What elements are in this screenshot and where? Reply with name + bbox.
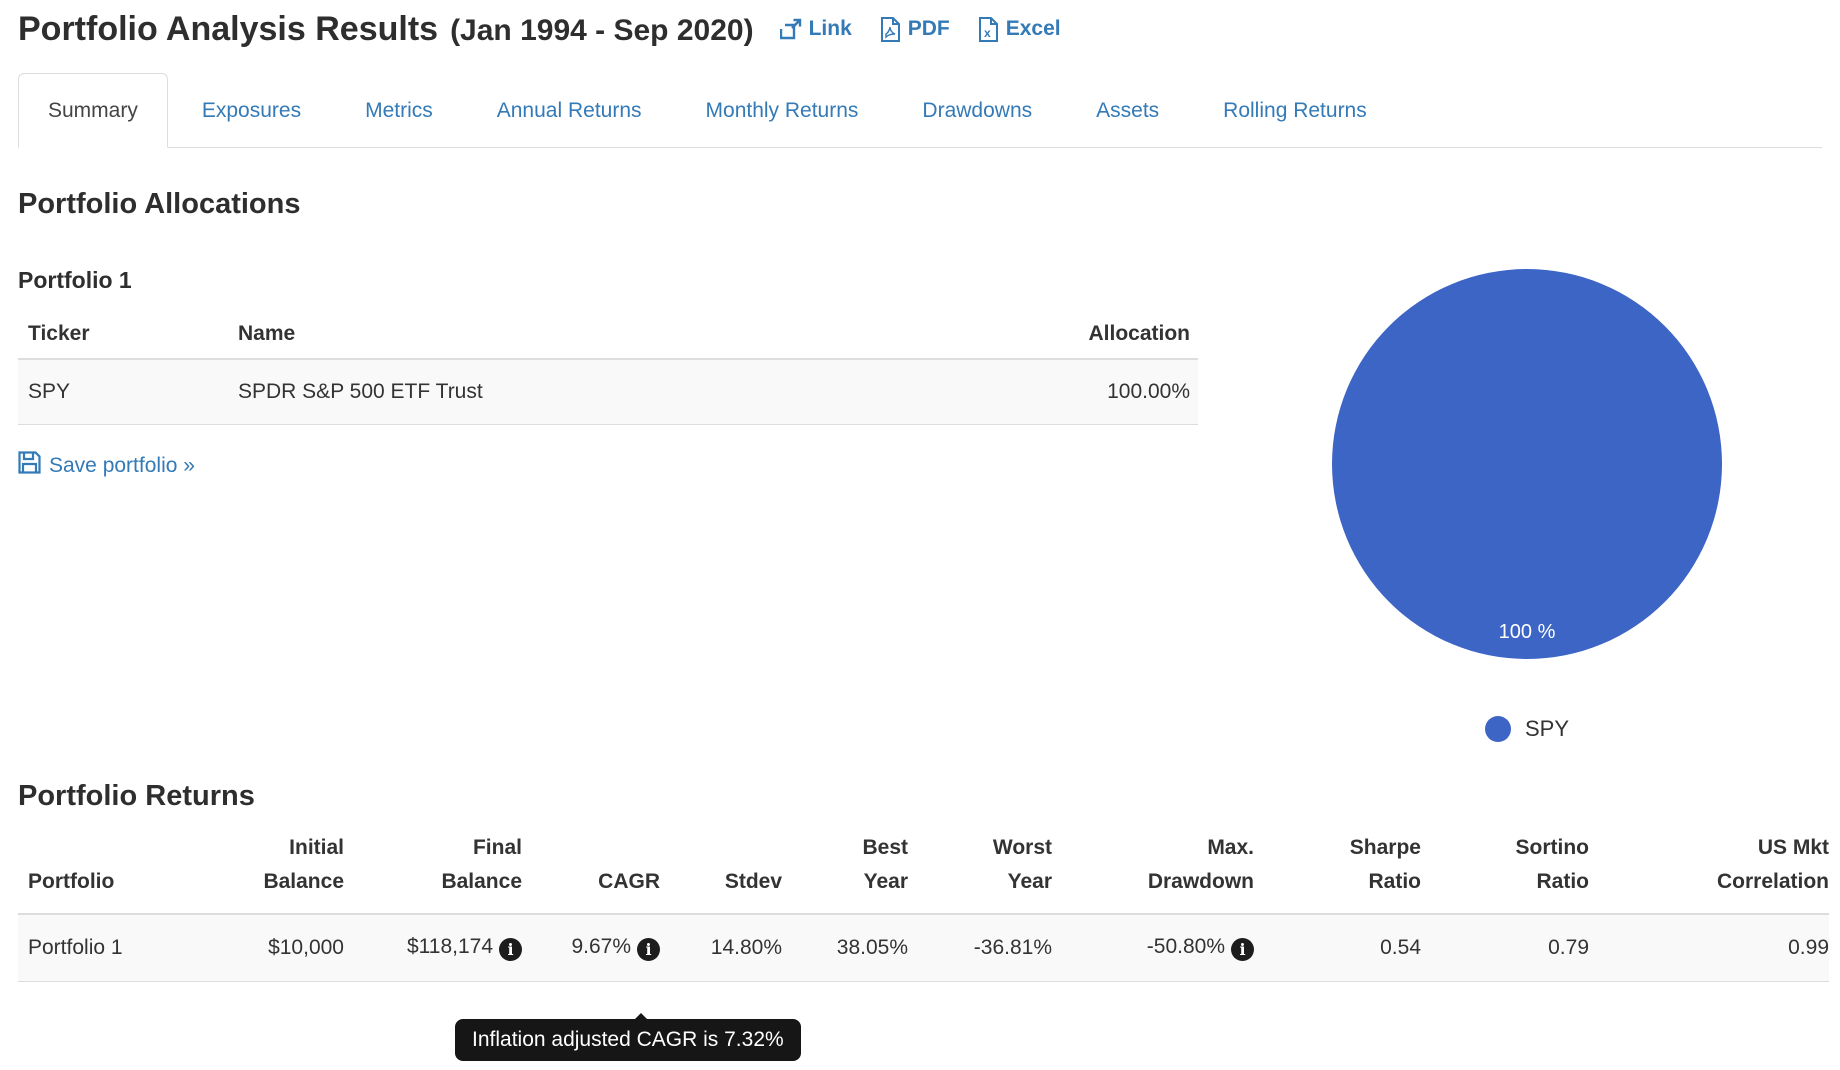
page-title: Portfolio Analysis Results	[18, 10, 439, 48]
col-us-mkt-correlation: US Mkt Correlation	[1589, 831, 1829, 915]
tab-bar: Summary Exposures Metrics Annual Returns…	[18, 71, 1822, 148]
link-button[interactable]: Link	[779, 17, 852, 41]
best-year-cell: 38.05%	[782, 914, 908, 982]
svg-text:x: x	[984, 26, 991, 40]
pie-legend: SPY	[1332, 716, 1722, 742]
col-final-balance: Final Balance	[344, 831, 522, 915]
col-allocation: Allocation	[1018, 312, 1198, 360]
excel-export-button[interactable]: x Excel	[978, 16, 1061, 42]
header-links: Link PDF x Excel	[779, 16, 1061, 42]
tab-drawdowns[interactable]: Drawdowns	[922, 99, 1033, 122]
date-range: (Jan 1994 - Sep 2020)	[450, 14, 754, 47]
col-portfolio: Portfolio	[18, 831, 178, 915]
returns-table: Portfolio Initial Balance Final Balance CA…	[18, 831, 1829, 982]
tab-monthly-returns[interactable]: Monthly Returns	[705, 99, 859, 122]
sharpe-ratio-cell: 0.54	[1254, 914, 1421, 982]
col-cagr: CAGR	[522, 831, 660, 915]
name-cell: SPDR S&P 500 ETF Trust	[228, 359, 1018, 425]
legend-dot-spy	[1484, 716, 1511, 742]
save-icon	[18, 451, 41, 480]
ticker-cell: SPY	[18, 359, 228, 425]
returns-header-row: Portfolio Initial Balance Final Balance CA…	[18, 831, 1829, 915]
tab-summary[interactable]: Summary	[18, 73, 168, 148]
allocations-table: Ticker Name Allocation SPY SPDR S&P 500 …	[18, 312, 1198, 425]
allocations-section-title: Portfolio Allocations	[18, 188, 301, 220]
portfolio-cell: Portfolio 1	[18, 914, 178, 982]
final-balance-cell: $118,174 i	[344, 914, 522, 982]
tab-metrics[interactable]: Metrics	[365, 99, 433, 122]
col-max-drawdown: Max. Drawdown	[1052, 831, 1254, 915]
info-icon[interactable]: i	[637, 938, 660, 961]
excel-file-icon: x	[978, 16, 999, 42]
max-drawdown-cell: -50.80% i	[1052, 914, 1254, 982]
info-icon[interactable]: i	[499, 938, 522, 961]
page-header: Portfolio Analysis Results (Jan 1994 - S…	[18, 10, 1822, 49]
tab-assets[interactable]: Assets	[1096, 99, 1160, 122]
table-row: SPY SPDR S&P 500 ETF Trust 100.00%	[18, 359, 1198, 425]
col-sortino-ratio: Sortino Ratio	[1421, 831, 1589, 915]
portfolio-1-title: Portfolio 1	[18, 267, 132, 293]
col-best-year: Best Year	[782, 831, 908, 915]
col-worst-year: Worst Year	[908, 831, 1052, 915]
worst-year-cell: -36.81%	[908, 914, 1052, 982]
returns-section-title: Portfolio Returns	[18, 780, 255, 812]
initial-balance-cell: $10,000	[178, 914, 344, 982]
col-initial-balance: Initial Balance	[178, 831, 344, 915]
tab-exposures[interactable]: Exposures	[201, 99, 302, 122]
save-portfolio-link[interactable]: Save portfolio »	[18, 451, 195, 480]
cagr-tooltip: Inflation adjusted CAGR is 7.32%	[455, 1013, 801, 1061]
col-stdev: Stdev	[660, 831, 782, 915]
allocation-cell: 100.00%	[1018, 359, 1198, 425]
info-icon[interactable]: i	[1231, 938, 1254, 961]
pdf-file-icon	[880, 16, 901, 42]
us-mkt-correlation-cell: 0.99	[1589, 914, 1829, 982]
pdf-export-button[interactable]: PDF	[880, 16, 950, 42]
tab-annual-returns[interactable]: Annual Returns	[496, 99, 642, 122]
table-row: Portfolio 1 $10,000 $118,174 i 9.67% i 14.…	[18, 914, 1829, 982]
cagr-cell: 9.67% i	[522, 914, 660, 982]
col-sharpe-ratio: Sharpe Ratio	[1254, 831, 1421, 915]
pie-slice-spy: 100 %	[1332, 269, 1722, 659]
legend-label-spy: SPY	[1524, 716, 1570, 741]
tab-rolling-returns[interactable]: Rolling Returns	[1223, 99, 1367, 122]
external-link-icon	[779, 18, 802, 40]
stdev-cell: 14.80%	[660, 914, 782, 982]
allocations-header-row: Ticker Name Allocation	[18, 312, 1198, 360]
sortino-ratio-cell: 0.79	[1421, 914, 1589, 982]
col-name: Name	[228, 312, 1018, 360]
allocation-pie-chart: 100 % SPY	[1332, 269, 1722, 742]
col-ticker: Ticker	[18, 312, 228, 360]
pie-slice-label: 100 %	[1498, 621, 1556, 643]
